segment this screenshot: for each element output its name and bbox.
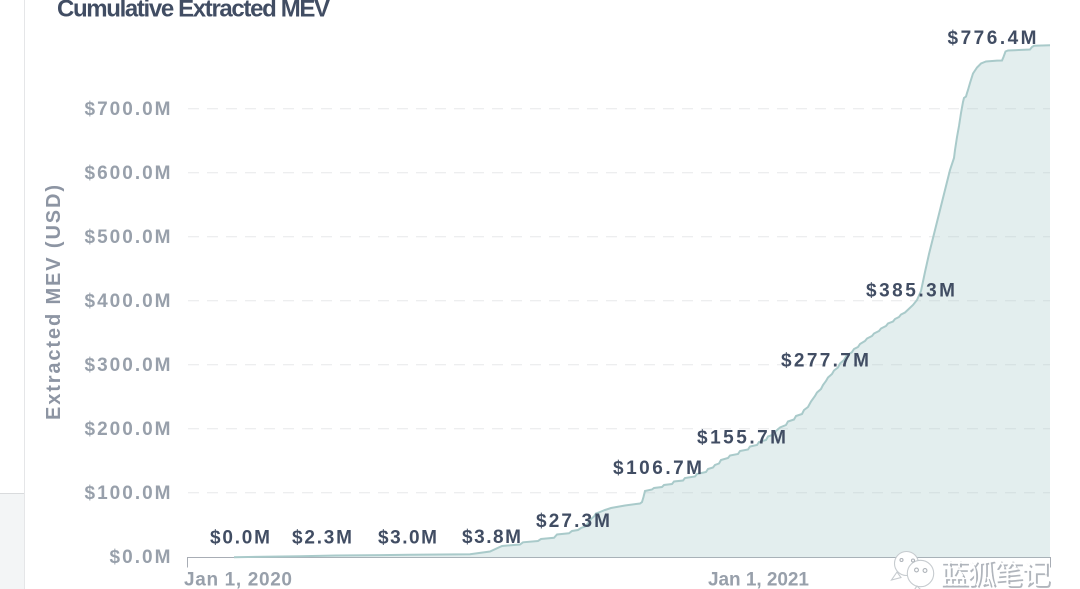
svg-text:$400.0M: $400.0M [85, 291, 171, 312]
svg-text:$500.0M: $500.0M [85, 227, 171, 248]
svg-text:$106.7M: $106.7M [613, 458, 702, 479]
svg-text:$0.0M: $0.0M [210, 527, 270, 548]
svg-text:$100.0M: $100.0M [85, 483, 171, 504]
svg-text:$300.0M: $300.0M [85, 355, 171, 376]
svg-text:Cumulative Extracted MEV: Cumulative Extracted MEV [57, 0, 330, 23]
svg-text:$3.0M: $3.0M [378, 527, 437, 548]
svg-text:$3.8M: $3.8M [462, 527, 521, 548]
svg-text:$0.0M: $0.0M [110, 547, 171, 568]
svg-text:$27.3M: $27.3M [536, 511, 610, 532]
svg-text:Extracted MEV (USD): Extracted MEV (USD) [43, 185, 65, 420]
svg-text:$700.0M: $700.0M [85, 99, 171, 120]
svg-text:$155.7M: $155.7M [697, 427, 786, 448]
svg-text:$600.0M: $600.0M [85, 163, 171, 184]
svg-text:Jan 1, 2021: Jan 1, 2021 [708, 570, 809, 589]
svg-text:$385.3M: $385.3M [866, 280, 955, 301]
svg-text:$277.7M: $277.7M [781, 350, 869, 371]
svg-text:$2.3M: $2.3M [292, 527, 352, 548]
svg-text:Jan 1, 2020: Jan 1, 2020 [184, 570, 292, 589]
svg-text:$776.4M: $776.4M [948, 28, 1037, 49]
svg-text:$200.0M: $200.0M [85, 419, 171, 440]
